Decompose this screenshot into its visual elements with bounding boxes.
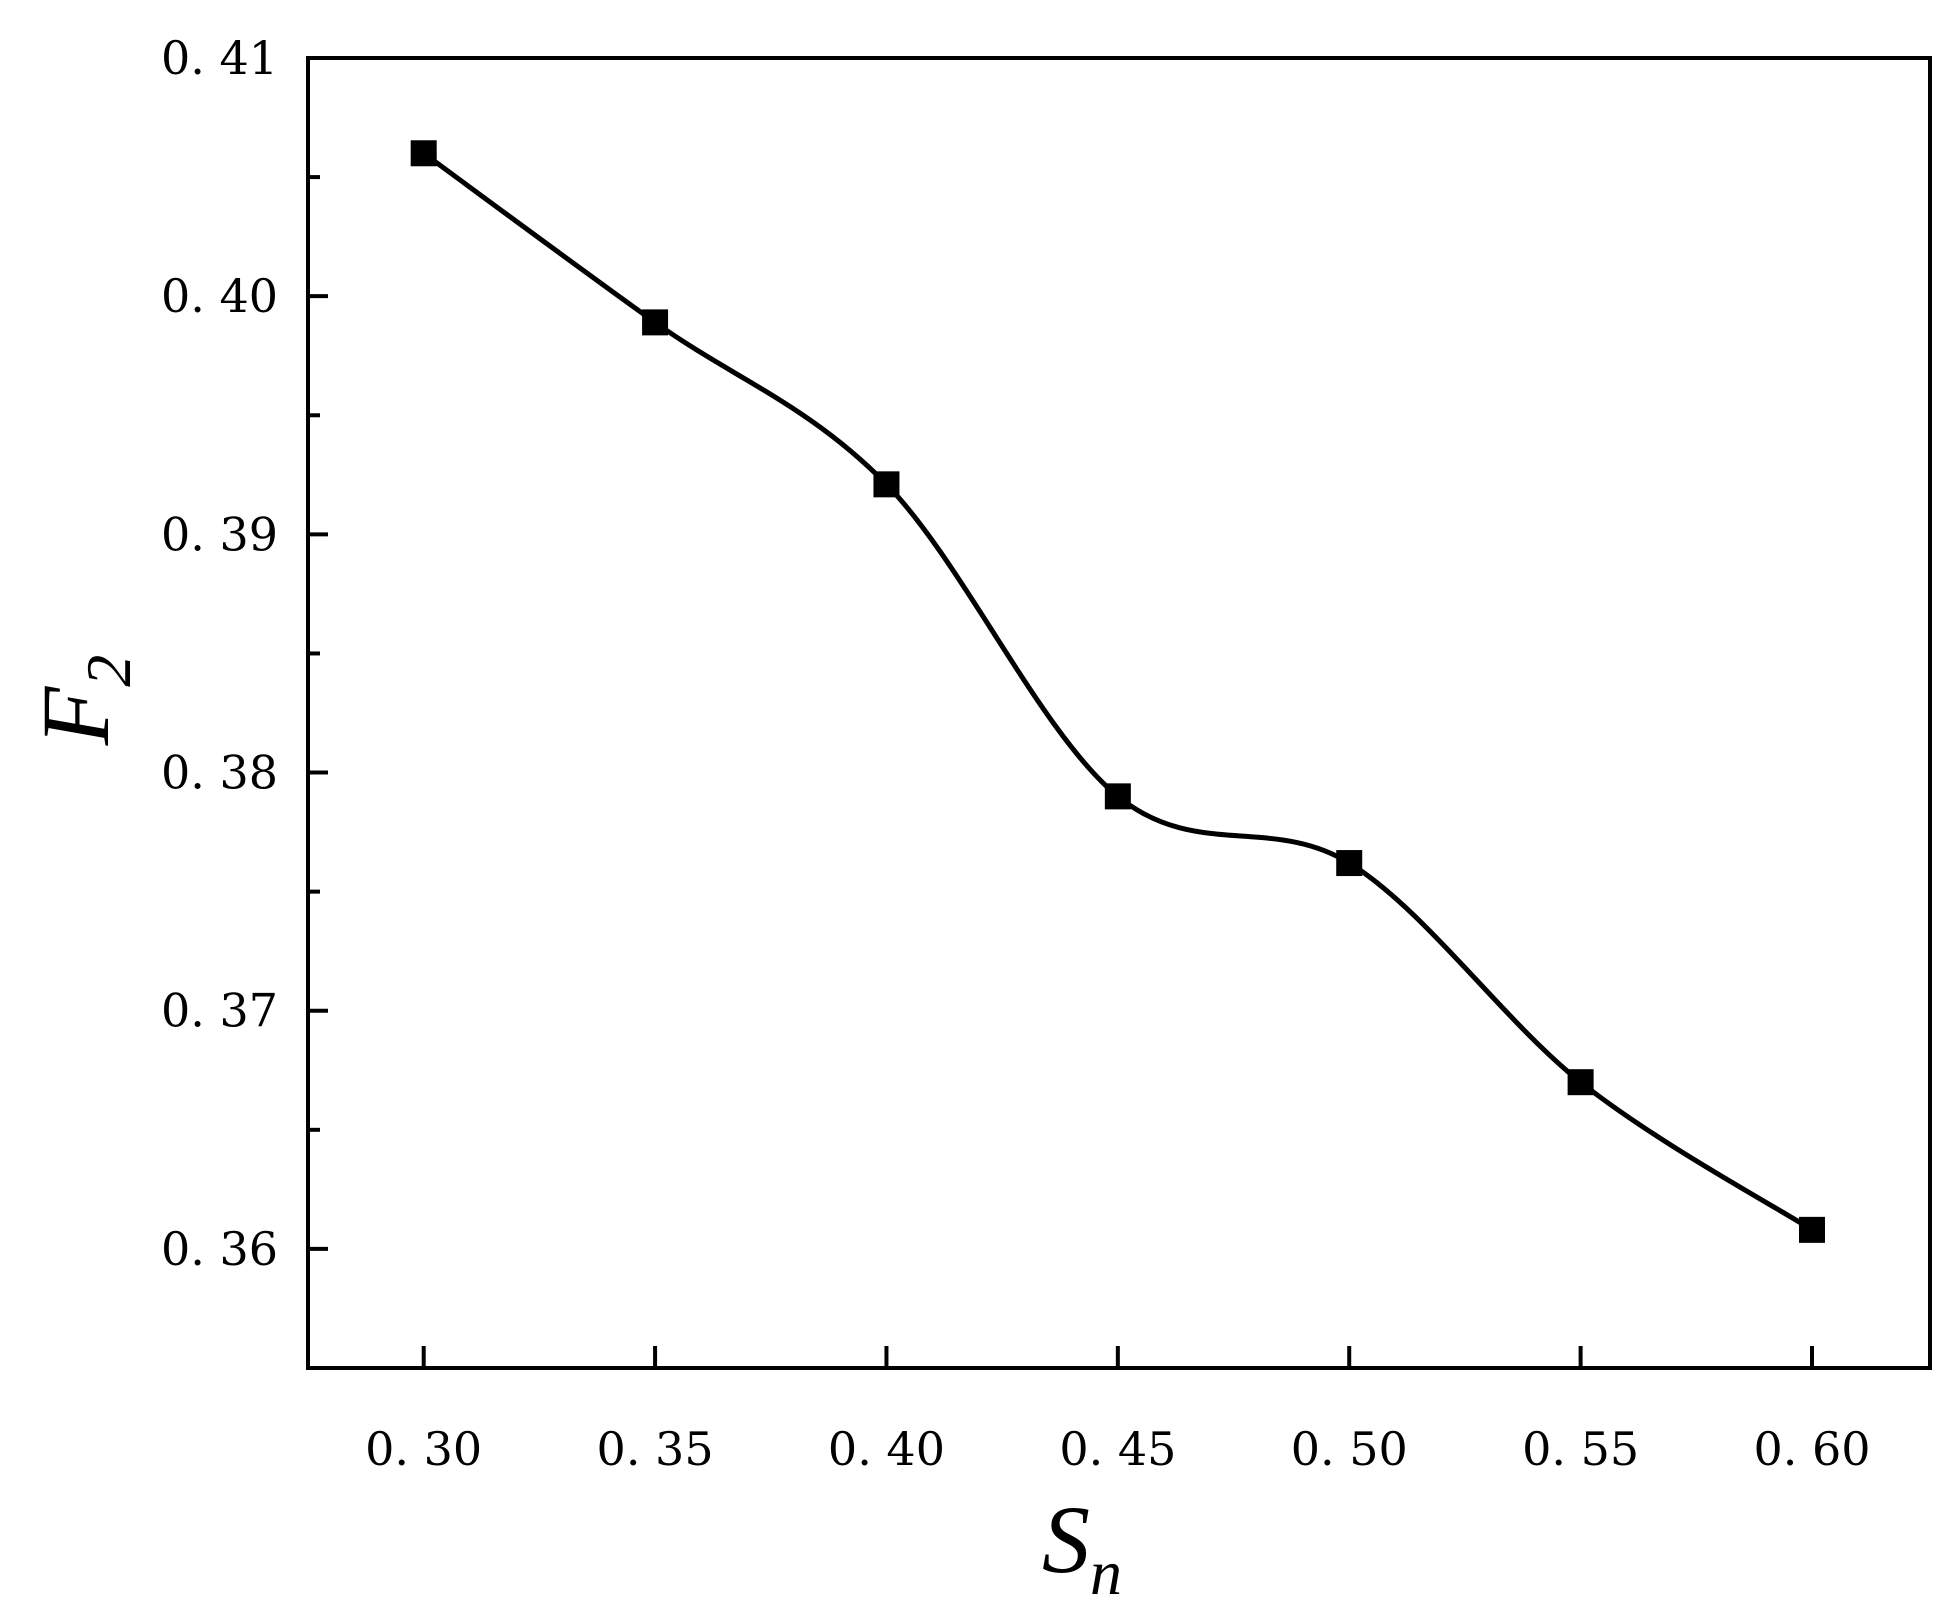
x-axis-title: Sn bbox=[1042, 1486, 1122, 1608]
x-tick-label: 0. 50 bbox=[1291, 1422, 1408, 1476]
y-axis-title-subscript: 2 bbox=[73, 655, 144, 687]
y-tick-label: 0. 38 bbox=[161, 746, 278, 800]
x-axis-title-main: S bbox=[1042, 1486, 1090, 1593]
data-point-marker bbox=[1336, 850, 1363, 877]
x-tick-label: 0. 45 bbox=[1059, 1422, 1176, 1476]
y-tick-label: 0. 36 bbox=[161, 1222, 278, 1276]
series-layer bbox=[410, 140, 1825, 1243]
y-tick-label: 0. 37 bbox=[161, 984, 278, 1038]
data-point-marker bbox=[410, 140, 437, 167]
x-tick-label: 0. 30 bbox=[365, 1422, 482, 1476]
y-axis-title-main: F bbox=[22, 685, 129, 746]
y-axis-title: F2 bbox=[22, 655, 144, 747]
data-point-marker bbox=[1104, 783, 1131, 810]
x-tick-label: 0. 35 bbox=[597, 1422, 714, 1476]
y-tick-label: 0. 40 bbox=[161, 269, 278, 323]
x-tick-label: 0. 60 bbox=[1753, 1422, 1870, 1476]
data-point-marker bbox=[642, 309, 669, 336]
y-tick-label: 0. 41 bbox=[161, 31, 278, 85]
x-tick-label: 0. 40 bbox=[828, 1422, 945, 1476]
x-axis-title-subscript: n bbox=[1090, 1537, 1122, 1608]
data-point-marker bbox=[873, 471, 900, 498]
y-axis-ticks: 0. 36 0. 37 0. 38 0. 39 0. 40 0. 41 bbox=[161, 31, 328, 1276]
plot-frame bbox=[306, 56, 1932, 1370]
x-tick-label: 0. 55 bbox=[1522, 1422, 1639, 1476]
x-axis-ticks: 0. 30 0. 35 0. 40 0. 45 0. 50 0. 55 0. 60 bbox=[365, 1346, 1871, 1476]
data-point-marker bbox=[1567, 1069, 1594, 1096]
data-point-marker bbox=[1798, 1216, 1825, 1243]
y-tick-label: 0. 39 bbox=[161, 507, 278, 561]
series-line bbox=[422, 151, 1814, 1232]
